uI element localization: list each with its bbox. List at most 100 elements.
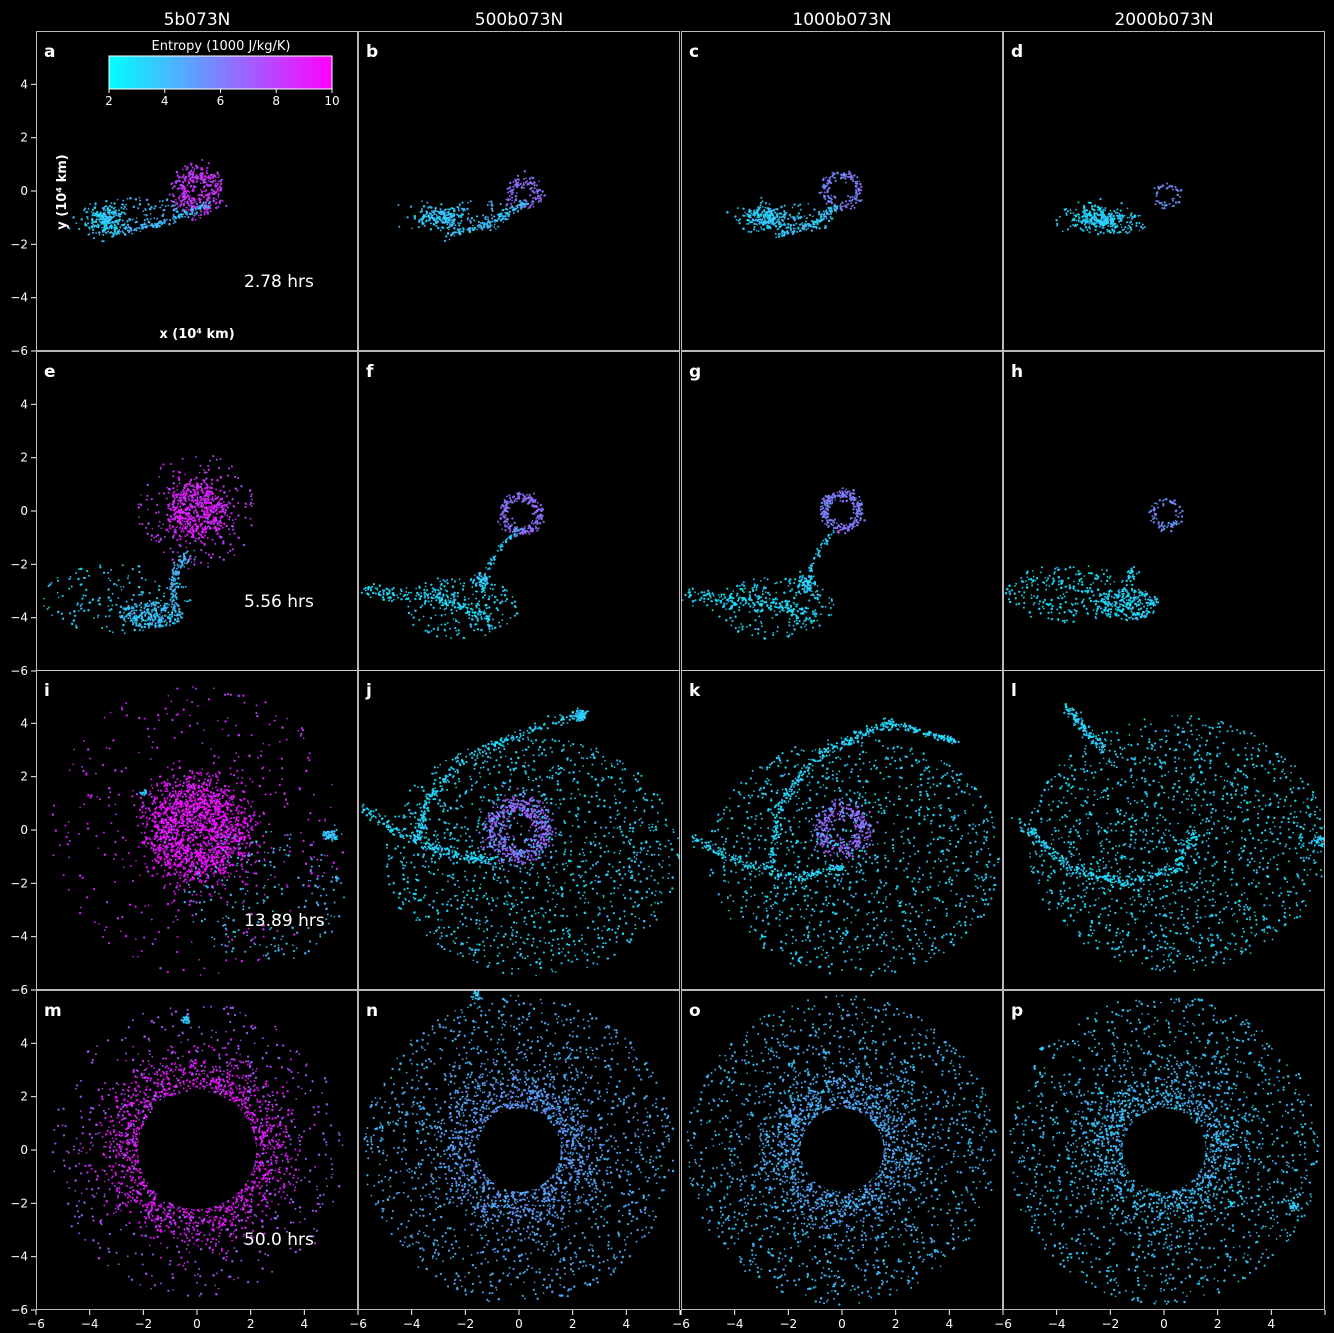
- particle: [734, 215, 737, 218]
- particle: [445, 607, 448, 610]
- particle: [244, 502, 247, 505]
- particle: [446, 604, 450, 607]
- particle: [525, 177, 527, 180]
- particle: [453, 597, 455, 599]
- particle: [523, 527, 526, 530]
- particle: [186, 525, 189, 528]
- particle: [474, 590, 477, 593]
- particle: [457, 231, 461, 235]
- particle: [526, 502, 530, 505]
- particle: [454, 224, 457, 227]
- particle: [410, 591, 412, 594]
- particle: [165, 218, 168, 221]
- particle: [462, 604, 466, 608]
- particle: [194, 556, 197, 558]
- particle: [209, 174, 212, 177]
- particle: [393, 594, 396, 597]
- particle: [217, 194, 220, 197]
- particle: [833, 209, 837, 212]
- particle: [82, 594, 85, 597]
- particle: [88, 574, 91, 577]
- particle: [194, 494, 197, 497]
- particle: [441, 603, 445, 607]
- particle: [848, 170, 850, 173]
- particle: [1097, 208, 1100, 211]
- particle: [158, 224, 161, 228]
- particle: [754, 593, 757, 597]
- particle: [479, 224, 482, 227]
- particle: [48, 583, 52, 586]
- particle: [469, 577, 473, 581]
- particle: [131, 567, 135, 571]
- particle: [484, 634, 487, 637]
- particle: [172, 475, 175, 478]
- particle: [214, 526, 217, 529]
- particle: [853, 497, 856, 500]
- particle: [198, 518, 201, 520]
- particle: [219, 524, 223, 528]
- particle: [137, 585, 141, 589]
- particle: [177, 585, 180, 589]
- particle: [535, 505, 539, 509]
- particle: [115, 209, 117, 211]
- particle: [94, 212, 97, 215]
- particle: [847, 528, 851, 532]
- panel-a-particles: [68, 158, 228, 243]
- particle: [1110, 221, 1113, 224]
- particle: [509, 496, 512, 499]
- particle: [101, 229, 104, 232]
- particle: [510, 202, 513, 205]
- particle: [1112, 219, 1115, 222]
- particle: [833, 207, 836, 210]
- particle: [495, 607, 499, 610]
- particle: [200, 168, 203, 171]
- particle: [489, 220, 492, 224]
- particle: [409, 600, 412, 603]
- particle: [174, 588, 176, 591]
- particle: [185, 546, 188, 549]
- particle: [205, 506, 209, 510]
- particle: [768, 597, 771, 600]
- particle: [216, 529, 219, 532]
- particle: [775, 221, 779, 224]
- particle: [522, 183, 525, 186]
- particle: [122, 607, 125, 610]
- particle: [530, 200, 534, 203]
- particle: [161, 617, 164, 620]
- particle: [226, 514, 229, 517]
- particle: [173, 590, 176, 594]
- particle: [519, 528, 522, 531]
- particle: [780, 205, 783, 209]
- particle: [858, 180, 861, 183]
- particle: [856, 176, 859, 179]
- particle: [497, 217, 501, 220]
- particle: [445, 634, 447, 637]
- particle: [139, 199, 142, 202]
- particle: [178, 497, 181, 499]
- particle: [136, 207, 140, 210]
- particle: [176, 211, 179, 213]
- particle: [858, 506, 861, 509]
- particle: [1154, 203, 1157, 206]
- particle: [491, 627, 494, 630]
- particle: [427, 206, 430, 209]
- particle: [481, 228, 484, 231]
- particle: [855, 497, 857, 499]
- particle: [499, 517, 502, 520]
- particle: [179, 505, 182, 508]
- particle: [147, 522, 150, 525]
- particle: [158, 476, 160, 478]
- particle: [165, 621, 168, 624]
- particle: [183, 517, 186, 520]
- particle: [249, 501, 253, 504]
- particle: [154, 609, 158, 612]
- particle: [163, 606, 167, 609]
- particle: [175, 180, 179, 183]
- particle: [400, 589, 403, 593]
- particle: [209, 210, 212, 213]
- particle: [532, 500, 536, 503]
- particle: [830, 175, 832, 178]
- particle: [855, 518, 858, 522]
- particle: [91, 208, 95, 211]
- particle: [72, 619, 76, 622]
